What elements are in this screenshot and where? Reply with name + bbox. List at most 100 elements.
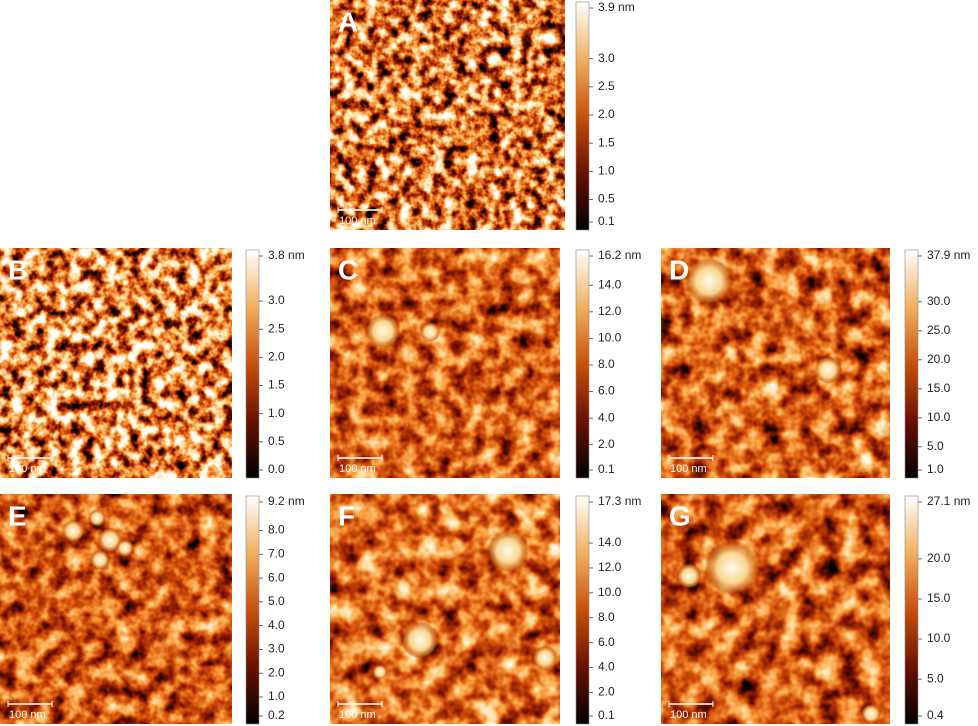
colorbar-tick-label: 3.0 [598,51,615,65]
panel-label: G [669,500,691,531]
panel: D 100 nm 37.9 nm 30.0 25.0 20.0 15.0 10.0 5.0 1.0 [661,248,970,479]
scale-bar-label: 100 nm [670,709,707,721]
colorbar-tick-label: 8.0 [268,523,285,537]
colorbar-tick-label: 0.4 [927,708,944,722]
colorbar-tick-label: 5.0 [927,671,944,685]
colorbar [904,495,919,725]
colorbar-tick-label: 5.0 [268,594,285,608]
colorbar-tick-label: 4.0 [598,410,615,424]
colorbar-tick-label: 0.5 [598,192,615,206]
afm-image [330,494,560,724]
afm-image [0,494,232,724]
particle [676,563,702,589]
colorbar-tick-label: 1.5 [598,135,615,149]
particle [88,509,106,527]
colorbar-tick-label: 6.0 [598,635,615,649]
colorbar-tick-label: 10.0 [927,410,951,424]
panel: G 100 nm 27.1 nm 20.0 15.0 10.0 5.0 0.4 [661,494,970,725]
colorbar-tick-label: 25.0 [927,323,951,337]
colorbar-tick-label: 0.1 [598,462,615,476]
colorbar-tick-label: 8.0 [598,357,615,371]
colorbar-tick-label: 15.0 [927,591,951,605]
particle [420,322,440,342]
afm-image [661,248,890,478]
panel-label: E [8,500,27,531]
colorbar-tick-label: 10.0 [598,585,622,599]
particle [97,527,123,553]
colorbar-tick-label: 7.0 [268,546,285,560]
colorbar [904,249,919,479]
colorbar-tick-label: 3.0 [268,642,285,656]
panel-label: A [338,6,358,37]
colorbar-tick-label: 2.5 [598,79,615,93]
particle [814,356,842,384]
particle [61,519,85,543]
colorbar-tick-label: 5.0 [927,439,944,453]
colorbar-tick-label: 2.0 [268,350,285,364]
colorbar [245,495,260,725]
particle [116,539,134,557]
colorbar-tick-label: 3.0 [268,293,285,307]
afm-texture [0,248,232,478]
colorbar [575,249,590,479]
colorbar-tick-label: 30.0 [927,294,951,308]
colorbar-tick-label: 2.0 [598,437,615,451]
colorbar [245,249,260,479]
colorbar-tick-label: 27.1 nm [927,494,970,508]
colorbar-tick-label: 6.0 [268,570,285,584]
colorbar-tick-label: 2.5 [268,321,285,335]
colorbar-tick-label: 0.0 [268,462,285,476]
panel-label: F [338,500,355,531]
colorbar-tick-label: 6.0 [598,384,615,398]
colorbar-tick-label: 37.9 nm [927,248,970,262]
colorbar-tick-label: 1.0 [268,689,285,703]
colorbar-tick-label: 14.0 [598,277,622,291]
colorbar-tick-label: 0.1 [598,214,615,228]
colorbar-tick-label: 3.8 nm [268,248,305,262]
colorbar-tick-label: 12.0 [598,560,622,574]
afm-image [661,494,890,724]
colorbar-tick-label: 16.2 nm [598,248,641,262]
panel: A 100 nm 3.9 nm 3.0 2.5 2.0 1.5 1.0 0.5 0.1 [330,0,635,231]
colorbar-tick-label: 20.0 [927,352,951,366]
particle [372,664,388,680]
colorbar-tick-label: 3.9 nm [598,0,635,14]
scale-bar-label: 100 nm [9,709,46,721]
scale-bar-label: 100 nm [670,463,707,475]
particle [532,645,558,671]
panel-label: C [338,254,358,285]
colorbar-tick-label: 12.0 [598,304,622,318]
scale-bar-label: 100 nm [339,463,376,475]
colorbar-tick-label: 1.0 [598,163,615,177]
afm-texture [330,248,560,478]
afm-image [330,248,560,478]
colorbar-tick-label: 20.0 [927,551,951,565]
colorbar [575,1,590,231]
panel: B 100 nm 3.8 nm 3.0 2.5 2.0 1.5 1.0 0.5 0.0 [0,248,305,479]
particle [685,257,733,305]
scale-bar-label: 100 nm [339,709,376,721]
colorbar-tick-label: 1.5 [268,378,285,392]
colorbar [575,495,590,725]
particle [401,621,439,659]
particle [861,704,881,724]
panel-label: D [669,254,689,285]
colorbar-tick-label: 2.0 [268,665,285,679]
afm-image [0,248,232,478]
particle [704,540,760,596]
colorbar-tick-label: 9.2 nm [268,494,305,508]
colorbar-tick-label: 0.5 [268,434,285,448]
colorbar-tick-label: 2.0 [598,107,615,121]
panel: C 100 nm 16.2 nm 14.0 12.0 10.0 8.0 6.0 4.0 2.0 0.… [330,248,641,479]
scale-bar-label: 100 nm [9,463,46,475]
colorbar-tick-label: 17.3 nm [598,494,641,508]
afm-image [330,0,565,230]
panel: F 100 nm 17.3 nm 14.0 12.0 10.0 8.0 6.0 4.0 2.0 0.… [330,494,641,725]
afm-texture [330,0,565,230]
afm-texture [330,494,560,724]
particle [90,550,110,570]
particle [365,313,401,349]
colorbar-tick-label: 10.0 [598,331,622,345]
colorbar-tick-label: 15.0 [927,381,951,395]
